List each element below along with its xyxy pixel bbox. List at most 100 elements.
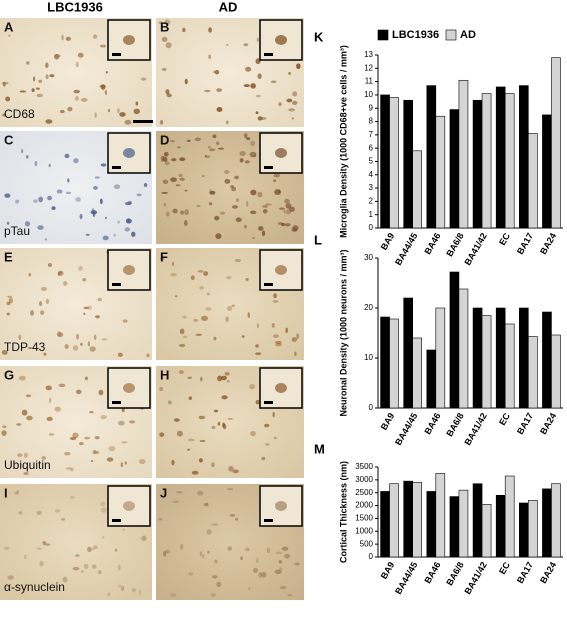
cell: [101, 338, 108, 341]
panel-label: H: [160, 367, 169, 382]
cell: [261, 205, 269, 208]
cell: [212, 134, 217, 139]
cell: [216, 581, 221, 588]
cell: [92, 34, 98, 39]
cell: [19, 90, 27, 93]
inset-scale-bar: [264, 519, 273, 522]
cell: [255, 344, 259, 348]
inset-cell: [275, 501, 287, 511]
cell: [15, 199, 20, 204]
cell: [200, 376, 203, 382]
cell: [99, 198, 103, 205]
cell: [107, 592, 111, 597]
panel-label: J: [160, 485, 167, 500]
cell: [274, 569, 282, 575]
cell: [226, 120, 229, 125]
cell: [18, 375, 26, 381]
cell: [84, 436, 90, 440]
cell: [245, 277, 249, 281]
cell: [265, 443, 270, 446]
cell: [199, 551, 203, 557]
cell: [142, 535, 146, 541]
cell: [64, 451, 71, 456]
bar: [403, 99, 413, 229]
cell: [136, 193, 142, 197]
cell: [117, 352, 123, 357]
x-tick-label: BA17: [515, 231, 535, 256]
cell: [64, 344, 69, 350]
bar: [551, 483, 561, 558]
cell: [240, 556, 243, 561]
cell: [87, 546, 92, 553]
cell: [164, 549, 171, 554]
bar: [403, 480, 413, 558]
cell: [160, 256, 165, 261]
bar: [426, 349, 437, 409]
cell: [23, 452, 28, 458]
cell: [62, 576, 68, 583]
cell: [179, 343, 186, 348]
cell: [188, 572, 194, 576]
cell: [64, 153, 70, 159]
cell: [195, 333, 203, 337]
bar: [435, 115, 446, 229]
cell: [127, 218, 131, 223]
cell: [209, 148, 216, 152]
cell: [161, 36, 168, 42]
cell: [133, 108, 140, 115]
cell: [82, 277, 87, 282]
y-axis-label: Neuronal Density (1000 neurons / mm³): [338, 249, 348, 416]
bar: [458, 288, 469, 409]
stain-label: TDP-43: [4, 340, 46, 354]
cell: [83, 306, 90, 310]
y-tick-label: 500: [360, 539, 374, 548]
cell: [89, 411, 94, 414]
cell: [273, 436, 277, 440]
cell: [135, 101, 139, 106]
cell: [204, 89, 211, 93]
bar: [449, 109, 460, 229]
x-tick-label: BA24: [538, 411, 558, 436]
cell: [235, 517, 239, 521]
cell: [203, 271, 209, 276]
y-tick-label: 2500: [355, 488, 373, 497]
cell: [65, 191, 72, 195]
cell: [294, 562, 300, 566]
cell: [24, 221, 31, 227]
cell: [38, 196, 44, 203]
bar: [435, 473, 446, 558]
cell: [49, 74, 55, 78]
cell: [114, 548, 118, 552]
cell: [93, 334, 97, 341]
x-tick-label: BA44/45: [393, 560, 419, 596]
cell: [65, 467, 72, 470]
cell: [231, 186, 237, 192]
cell: [211, 523, 219, 527]
cell: [81, 570, 84, 573]
cell: [232, 469, 239, 474]
bar: [528, 500, 538, 558]
cell: [76, 333, 79, 340]
cell: [73, 158, 79, 164]
cell: [255, 557, 259, 564]
cell: [184, 78, 188, 85]
x-tick-label: BA41/42: [462, 560, 488, 596]
inset-cell: [123, 265, 135, 275]
cell: [257, 73, 262, 79]
cell: [51, 206, 56, 211]
cell: [220, 375, 227, 381]
bar: [449, 496, 460, 558]
bar: [472, 307, 483, 409]
cell: [170, 273, 177, 277]
cell: [227, 487, 234, 491]
cell: [294, 351, 297, 357]
cell: [118, 584, 122, 588]
y-tick-label: 0: [369, 223, 374, 232]
cell: [6, 312, 10, 316]
cell: [90, 459, 94, 463]
cell: [30, 310, 34, 316]
cell: [104, 216, 107, 220]
bar: [380, 491, 390, 558]
stain-label: Ubiquitin: [4, 458, 51, 472]
cell: [107, 109, 111, 113]
